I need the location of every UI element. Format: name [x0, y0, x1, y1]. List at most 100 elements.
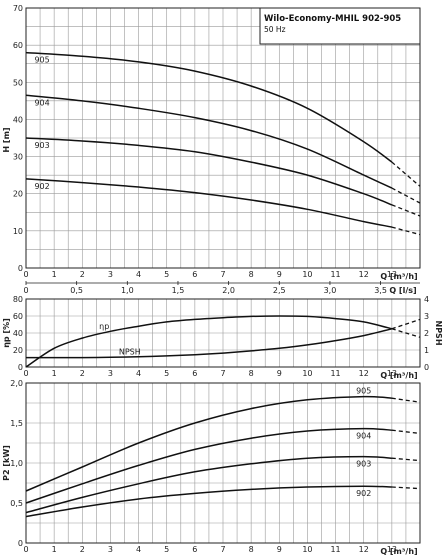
power-frame [25, 382, 421, 544]
x-tick-label: 10 [302, 369, 312, 378]
x-tick-label: 10 [302, 270, 312, 279]
series-line-extension-903 [391, 457, 421, 462]
curve-label-902: 902 [356, 489, 371, 498]
y2-tick-label: 2 [424, 329, 429, 338]
curve-label-NPSH: NPSH [119, 348, 141, 357]
curve-label-903: 903 [34, 141, 49, 150]
efficiency-curves: ηp NPSH [25, 315, 421, 368]
x-tick-label: 0 [23, 369, 28, 378]
x2-tick-label: 1,5 [172, 286, 185, 295]
series-line-905 [25, 395, 392, 492]
power-curves: 905 904 903 902 [25, 387, 421, 518]
chart-title: Wilo-Economy-MHIL 902-905 [264, 14, 401, 24]
x-tick-label: 11 [330, 369, 340, 378]
y-tick-label: 40 [13, 115, 23, 124]
x-tick-label: 1 [52, 270, 57, 279]
title-box: Wilo-Economy-MHIL 902-905 50 Hz [259, 7, 421, 45]
x-tick-label: 4 [136, 369, 141, 378]
y-tick-label: 30 [13, 153, 23, 162]
x-tick-label: 2 [80, 270, 85, 279]
x-tick-label: 9 [277, 545, 282, 554]
curve-label-905: 905 [356, 387, 371, 396]
series-line-903 [25, 137, 393, 206]
x-tick-label: 11 [330, 545, 340, 554]
head-x2label: Q [l/s] [389, 286, 416, 295]
y-tick-label: 60 [13, 312, 23, 321]
series-line-extension-904 [391, 429, 421, 435]
y-tick-label: 50 [13, 78, 23, 87]
y-tick-label: 10 [13, 227, 23, 236]
x-tick-label: 12 [359, 545, 369, 554]
x-tick-label: 10 [302, 545, 312, 554]
x-tick-label: 5 [164, 545, 169, 554]
x-tick-label: 5 [164, 270, 169, 279]
series-line-902 [25, 485, 392, 518]
series-line-extension-904 [391, 187, 421, 204]
series-line-extension-905 [391, 161, 421, 187]
x2-tick-label: 2,5 [273, 286, 286, 295]
y-tick-label: 40 [13, 329, 23, 338]
y-tick-label: 0 [18, 264, 23, 273]
x-tick-label: 4 [136, 270, 141, 279]
x-tick-label: 7 [220, 545, 225, 554]
x-tick-label: 9 [277, 270, 282, 279]
x-tick-label: 13 [387, 369, 397, 378]
x-tick-label: 1 [52, 545, 57, 554]
efficiency-ylabel: ηp [%] [2, 318, 11, 348]
curve-label-902: 902 [34, 182, 49, 191]
x2-tick-label: 1,0 [121, 286, 134, 295]
x-tick-label: 6 [192, 270, 197, 279]
x-tick-label: 0 [23, 270, 28, 279]
series-line-extension-902 [391, 226, 421, 236]
series-line-extension-ηp [391, 328, 421, 338]
y2-tick-label: 3 [424, 312, 429, 321]
x2-tick-label: 0 [23, 286, 28, 295]
head-curves: 905 904 903 902 [25, 51, 421, 236]
x-tick-label: 2 [80, 369, 85, 378]
series-line-905 [25, 51, 393, 163]
x-tick-label: 13 [387, 270, 397, 279]
x-tick-label: 5 [164, 369, 169, 378]
y-tick-label: 70 [13, 4, 23, 13]
y-tick-label: 60 [13, 41, 23, 50]
y-tick-label: 1,5 [10, 419, 23, 428]
efficiency-xlabel: Q [m³/h] [380, 371, 417, 380]
y-tick-label: 20 [13, 346, 23, 355]
x-tick-label: 6 [192, 369, 197, 378]
x-tick-label: 3 [108, 369, 113, 378]
y-tick-label: 1,0 [10, 459, 23, 468]
series-line-extension-902 [391, 486, 421, 490]
x-tick-label: 12 [359, 270, 369, 279]
curve-label-905: 905 [34, 56, 49, 65]
efficiency-grid [25, 298, 421, 368]
x2-tick-label: 3,0 [324, 286, 337, 295]
x-tick-label: 13 [387, 545, 397, 554]
series-line-extension-905 [391, 397, 421, 403]
curve-label-904: 904 [34, 98, 49, 107]
x-tick-label: 6 [192, 545, 197, 554]
efficiency-frame [25, 298, 421, 368]
head-grid [25, 7, 421, 269]
x-tick-label: 8 [249, 545, 254, 554]
curve-label-903: 903 [356, 460, 371, 469]
y-tick-label: 0,5 [10, 499, 23, 508]
x-tick-label: 4 [136, 545, 141, 554]
x-tick-label: 3 [108, 270, 113, 279]
x-tick-label: 7 [220, 270, 225, 279]
x2-tick-label: 3,5 [374, 286, 387, 295]
y2-tick-label: 4 [424, 295, 429, 304]
y-tick-label: 2,0 [10, 379, 23, 388]
x-tick-label: 1 [52, 369, 57, 378]
x-tick-label: 9 [277, 369, 282, 378]
x-tick-label: 11 [330, 270, 340, 279]
npsh-ylabel: NPSH [434, 320, 442, 345]
x-tick-label: 0 [23, 545, 28, 554]
x-tick-label: 8 [249, 270, 254, 279]
curve-label-904: 904 [356, 432, 371, 441]
x2-tick-label: 0,5 [70, 286, 83, 295]
